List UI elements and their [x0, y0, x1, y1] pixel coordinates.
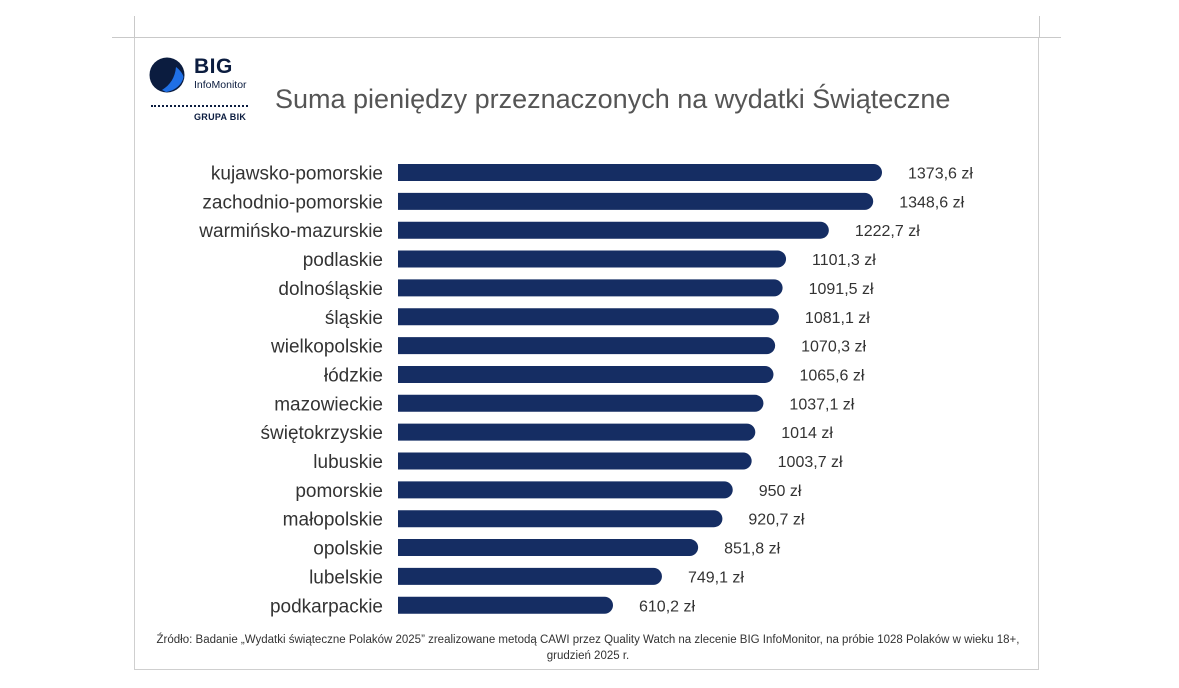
logo-divider	[151, 105, 248, 107]
category-label: podlaskie	[303, 250, 383, 271]
value-label: 1373,6 zł	[908, 166, 973, 183]
category-label: śląskie	[325, 308, 383, 329]
big-logo-mark-icon	[149, 57, 185, 93]
bar	[398, 221, 829, 239]
category-label: dolnośląskie	[278, 279, 383, 300]
crop-mark-left	[134, 16, 135, 38]
logo-title: BIG	[194, 55, 233, 78]
category-label: pomorskie	[295, 481, 383, 502]
category-label: zachodnio-pomorskie	[202, 192, 383, 213]
logo-group-label: GRUPA BIK	[194, 112, 247, 122]
bar	[398, 365, 774, 383]
value-label: 1348,6 zł	[899, 194, 964, 211]
bar	[398, 192, 874, 210]
value-label: 1014 zł	[781, 425, 833, 442]
value-label: 1037,1 zł	[789, 396, 854, 413]
category-label: kujawsko-pomorskie	[211, 164, 383, 185]
bar	[398, 394, 764, 412]
value-label: 749,1 zł	[688, 569, 744, 586]
value-label: 1003,7 zł	[778, 454, 843, 471]
bar	[398, 481, 733, 499]
bar	[398, 596, 614, 614]
value-label: 1081,1 zł	[805, 310, 870, 327]
category-label: wielkopolskie	[270, 337, 383, 358]
value-label: 1091,5 zł	[809, 281, 874, 298]
value-label: 1101,3 zł	[812, 252, 876, 269]
value-label: 851,8 zł	[724, 541, 780, 558]
category-label: lubelskie	[309, 567, 383, 588]
source-footnote: Źródło: Badanie „Wydatki świąteczne Pola…	[156, 634, 1020, 662]
crop-mark-right	[1039, 16, 1040, 38]
value-label: 920,7 zł	[748, 512, 804, 529]
bar	[398, 308, 779, 326]
category-label: łódzkie	[324, 365, 383, 386]
category-label: opolskie	[313, 539, 383, 560]
bar	[398, 510, 723, 528]
infographic-card: BIG InfoMonitor GRUPA BIK Suma pieniędzy…	[134, 38, 1039, 670]
bar	[398, 250, 787, 268]
bar	[398, 164, 882, 181]
value-label: 950 zł	[759, 483, 802, 500]
bar	[398, 423, 756, 441]
category-label: podkarpackie	[270, 596, 383, 617]
bar	[398, 279, 783, 297]
chart-title: Suma pieniędzy przeznaczonych na wydatki…	[275, 84, 951, 114]
crop-mark-top	[112, 37, 1061, 38]
logo-subtitle: InfoMonitor	[194, 79, 247, 91]
big-infomonitor-logo: BIG InfoMonitor GRUPA BIK	[149, 54, 254, 124]
category-label: warmińsko-mazurskie	[198, 221, 383, 242]
value-label: 610,2 zł	[639, 598, 695, 615]
category-label: lubuskie	[313, 452, 383, 473]
bar	[398, 337, 776, 355]
bar	[398, 567, 662, 585]
bar	[398, 539, 699, 557]
bar	[398, 452, 752, 470]
bar-chart: kujawsko-pomorskie 1373,6 zł zachodnio-pom…	[198, 164, 973, 618]
category-label: świętokrzyskie	[261, 423, 383, 444]
value-label: 1222,7 zł	[855, 223, 920, 240]
value-label: 1065,6 zł	[799, 367, 864, 384]
value-label: 1070,3 zł	[801, 339, 866, 356]
category-label: małopolskie	[283, 510, 383, 531]
category-label: mazowieckie	[274, 394, 383, 415]
